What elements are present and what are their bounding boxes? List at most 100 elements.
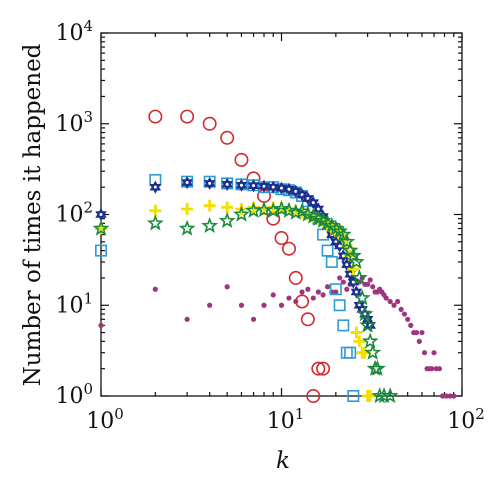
data-point-star5 bbox=[350, 269, 368, 286]
data-points bbox=[92, 109, 457, 404]
data-point-square bbox=[95, 244, 108, 257]
data-point-star5 bbox=[334, 225, 352, 242]
data-point-star5 bbox=[233, 205, 250, 222]
data-point-circle bbox=[180, 109, 195, 124]
y-tick-label: 102 bbox=[55, 199, 93, 228]
data-point-dot bbox=[305, 286, 311, 292]
data-point-dot bbox=[401, 311, 408, 317]
data-point-star6-center bbox=[360, 307, 364, 311]
data-point-dot bbox=[447, 393, 453, 399]
data-point-star6-center bbox=[338, 244, 342, 248]
data-point-dot bbox=[238, 302, 245, 308]
data-point-dot bbox=[405, 316, 411, 322]
data-point-star6-center bbox=[153, 185, 157, 189]
data-point-star5 bbox=[356, 305, 374, 322]
data-point-dot bbox=[395, 298, 401, 305]
data-point-star5 bbox=[359, 316, 377, 333]
data-point-star5 bbox=[347, 253, 365, 270]
data-point-dot bbox=[408, 322, 414, 328]
data-point-dot bbox=[270, 292, 276, 298]
data-point-star6-center bbox=[334, 240, 338, 244]
data-point-dot bbox=[416, 338, 422, 344]
data-point-square bbox=[329, 283, 342, 296]
data-point-square bbox=[333, 299, 346, 312]
y-axis-label: Number of times it happened bbox=[20, 43, 46, 386]
data-point-star6-center bbox=[239, 183, 243, 187]
data-point-dot bbox=[431, 350, 437, 356]
data-point-dot bbox=[398, 306, 404, 313]
data-point-star5 bbox=[178, 219, 196, 236]
data-point-star6-center bbox=[208, 181, 212, 185]
data-point-star5 bbox=[353, 289, 371, 306]
data-point-plus bbox=[203, 199, 216, 212]
data-point-dot bbox=[421, 350, 428, 356]
data-point-star6-center bbox=[351, 280, 355, 284]
data-point-dot bbox=[340, 279, 346, 285]
data-point-circle bbox=[234, 152, 249, 167]
data-point-dot bbox=[224, 284, 230, 290]
data-point-dot bbox=[278, 302, 285, 308]
x-axis-label: k bbox=[276, 448, 290, 474]
data-point-star5 bbox=[280, 201, 298, 218]
data-point-dot bbox=[413, 329, 420, 336]
data-point-square bbox=[340, 346, 353, 359]
data-point-dot bbox=[367, 277, 373, 283]
data-point-star5 bbox=[344, 247, 362, 264]
data-point-plus bbox=[350, 326, 363, 339]
data-point-square bbox=[347, 389, 360, 402]
data-point-star6-center bbox=[252, 184, 256, 188]
data-point-star5 bbox=[146, 214, 164, 231]
data-point-dot bbox=[250, 316, 257, 322]
data-point-circle bbox=[311, 361, 326, 376]
data-point-dot bbox=[98, 322, 104, 328]
y-tick-label: 101 bbox=[55, 289, 93, 318]
data-point-dot bbox=[333, 289, 339, 295]
data-point-star6-center bbox=[316, 207, 320, 211]
data-point-star6-center bbox=[354, 290, 358, 294]
data-point-plus bbox=[364, 390, 377, 402]
x-tick-label: 101 bbox=[267, 405, 305, 434]
data-point-circle bbox=[202, 116, 217, 131]
data-point-dot bbox=[310, 295, 316, 301]
data-point-circle bbox=[316, 361, 331, 376]
data-point-square bbox=[337, 319, 350, 332]
data-point-dot bbox=[337, 275, 343, 281]
data-point-circle bbox=[295, 294, 310, 309]
data-point-circle bbox=[220, 130, 235, 145]
y-tick-label: 104 bbox=[55, 17, 93, 46]
data-point-star5 bbox=[273, 200, 290, 217]
y-tick-label: 100 bbox=[55, 380, 93, 409]
y-tick-label: 103 bbox=[55, 108, 93, 137]
data-point-star5 bbox=[364, 343, 382, 360]
data-point-star6-center bbox=[341, 254, 345, 258]
data-point-dot bbox=[324, 284, 331, 290]
data-point-dot bbox=[320, 292, 326, 298]
data-point-dot bbox=[344, 286, 350, 292]
data-point-star5 bbox=[92, 219, 110, 236]
data-point-star6-center bbox=[345, 263, 349, 267]
data-point-dot bbox=[443, 393, 450, 399]
data-point-dot bbox=[439, 393, 446, 399]
data-point-plus bbox=[221, 201, 234, 214]
data-point-star5 bbox=[338, 232, 356, 249]
data-point-star6-center bbox=[357, 303, 361, 307]
data-point-circle bbox=[281, 241, 296, 256]
data-point-dot bbox=[436, 366, 443, 372]
data-point-circle bbox=[148, 109, 163, 124]
data-point-star6-center bbox=[225, 182, 229, 186]
data-point-star6-center bbox=[262, 184, 266, 188]
data-point-star5 bbox=[369, 359, 386, 376]
data-point-circle bbox=[274, 231, 289, 246]
data-point-square bbox=[325, 255, 338, 268]
data-point-star6-center bbox=[185, 181, 189, 185]
data-point-circle bbox=[288, 270, 303, 285]
data-point-star5 bbox=[201, 216, 219, 234]
data-point-star6-center bbox=[287, 187, 291, 191]
tick-labels: 100 101 102 100 101 102 103 104 bbox=[55, 17, 484, 434]
data-point-star6-center bbox=[280, 186, 283, 190]
data-point-dot bbox=[387, 298, 393, 305]
data-point-dot bbox=[391, 302, 397, 308]
data-point-dot bbox=[207, 302, 213, 308]
data-point-dot bbox=[370, 284, 376, 290]
